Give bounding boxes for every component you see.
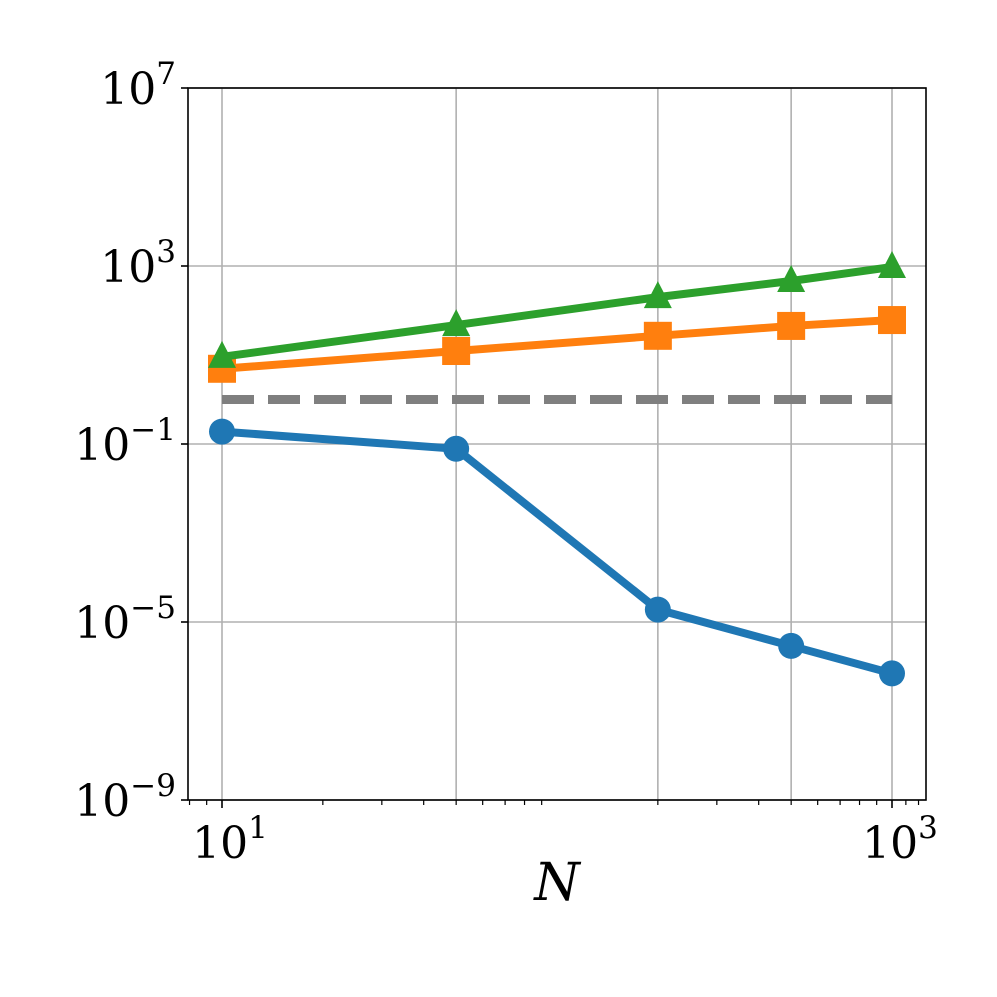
series-blue-circle	[209, 418, 905, 687]
circle-marker	[443, 435, 470, 462]
triangle-marker	[643, 281, 672, 309]
series-green-triangle	[208, 250, 906, 368]
y-tick-label: 103	[100, 234, 176, 293]
triangle-marker	[208, 340, 236, 368]
y-tick-label: 10−9	[74, 768, 176, 827]
triangle-marker	[442, 309, 471, 337]
y-tick-label: 10−5	[74, 590, 176, 649]
triangle-marker	[878, 250, 906, 278]
square-marker	[878, 306, 906, 335]
x-tick-label: 103	[862, 810, 938, 869]
square-marker	[442, 336, 471, 365]
circle-marker	[209, 418, 235, 445]
series-orange-square	[208, 306, 906, 383]
circle-marker	[778, 632, 805, 659]
x-tick-label: 101	[192, 810, 268, 869]
y-tick-label: 10−1	[74, 412, 176, 471]
x-minor-ticks	[188, 800, 920, 805]
square-marker	[643, 321, 672, 350]
x-axis-ticks: 101 103	[192, 800, 938, 869]
y-axis-ticks: 107 103 10−1 10−5 10−9	[74, 56, 188, 827]
x-axis-label: N	[532, 853, 581, 913]
triangle-marker	[777, 265, 806, 293]
circle-marker	[644, 596, 671, 623]
data-series	[208, 250, 906, 687]
circle-marker	[879, 660, 905, 687]
square-marker	[777, 311, 806, 340]
y-tick-label: 107	[100, 56, 176, 115]
